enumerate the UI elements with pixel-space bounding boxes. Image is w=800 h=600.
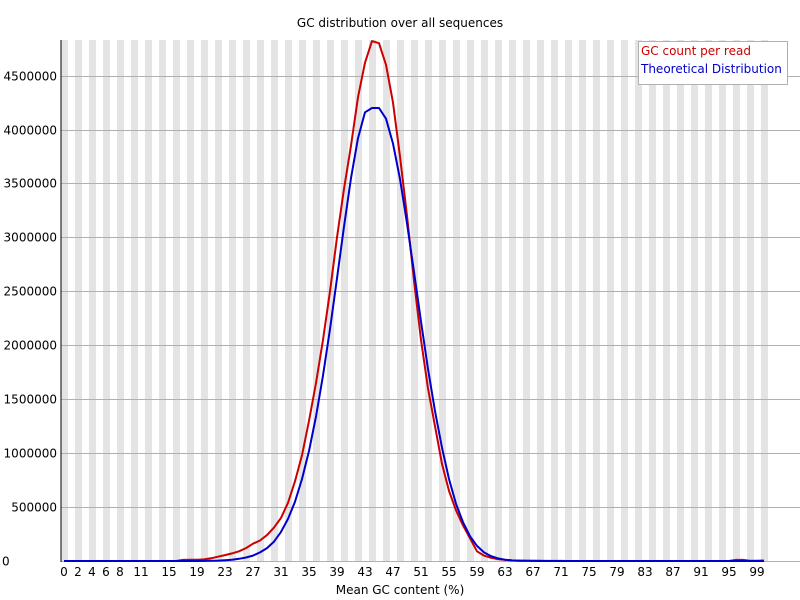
x-axis-tick-labels: 0 2 4 6 8 11 15 19 23 27 31 35 39 43 47 51 55 59 63 67 71 75 7… <box>60 565 764 579</box>
chart-title: GC distribution over all sequences <box>296 16 504 30</box>
svg-text:1000000: 1000000 <box>4 447 57 461</box>
svg-text:91: 91 <box>693 565 708 579</box>
svg-text:39: 39 <box>329 565 344 579</box>
svg-text:67: 67 <box>525 565 540 579</box>
svg-text:4500000: 4500000 <box>4 70 57 84</box>
svg-text:99: 99 <box>749 565 764 579</box>
svg-text:1500000: 1500000 <box>4 393 57 407</box>
svg-text:95: 95 <box>721 565 736 579</box>
svg-text:3000000: 3000000 <box>4 231 57 245</box>
svg-text:75: 75 <box>581 565 596 579</box>
svg-text:35: 35 <box>301 565 316 579</box>
svg-text:0: 0 <box>2 555 10 569</box>
chart-legend: GC count per read Theoretical Distributi… <box>638 41 788 85</box>
svg-text:0: 0 <box>60 565 68 579</box>
svg-text:47: 47 <box>385 565 400 579</box>
svg-text:3500000: 3500000 <box>4 177 57 191</box>
data-series <box>64 40 765 562</box>
theoretical-distribution-line <box>64 107 764 562</box>
svg-text:51: 51 <box>413 565 428 579</box>
svg-text:87: 87 <box>665 565 680 579</box>
y-axis-tick-labels: 0 500000 1000000 1500000 2000000 2500000 30000… <box>2 70 57 569</box>
svg-text:43: 43 <box>357 565 372 579</box>
svg-text:2000000: 2000000 <box>4 339 57 353</box>
svg-text:27: 27 <box>245 565 260 579</box>
legend-item-theoretical: Theoretical Distribution <box>641 62 782 76</box>
x-axis-label: Mean GC content (%) <box>335 583 465 597</box>
svg-text:71: 71 <box>553 565 568 579</box>
svg-text:500000: 500000 <box>11 501 57 515</box>
svg-text:6: 6 <box>102 565 110 579</box>
svg-text:11: 11 <box>133 565 148 579</box>
svg-text:31: 31 <box>273 565 288 579</box>
svg-text:59: 59 <box>469 565 484 579</box>
svg-text:15: 15 <box>161 565 176 579</box>
background-stripes <box>61 40 768 561</box>
svg-text:79: 79 <box>609 565 624 579</box>
svg-text:19: 19 <box>189 565 204 579</box>
svg-text:23: 23 <box>217 565 232 579</box>
svg-text:83: 83 <box>637 565 652 579</box>
svg-text:4: 4 <box>88 565 96 579</box>
svg-text:2500000: 2500000 <box>4 285 57 299</box>
legend-item-gc-count: GC count per read <box>641 44 751 58</box>
svg-text:55: 55 <box>441 565 456 579</box>
svg-text:4000000: 4000000 <box>4 124 57 138</box>
svg-text:8: 8 <box>116 565 124 579</box>
svg-text:63: 63 <box>497 565 512 579</box>
svg-text:2: 2 <box>74 565 82 579</box>
